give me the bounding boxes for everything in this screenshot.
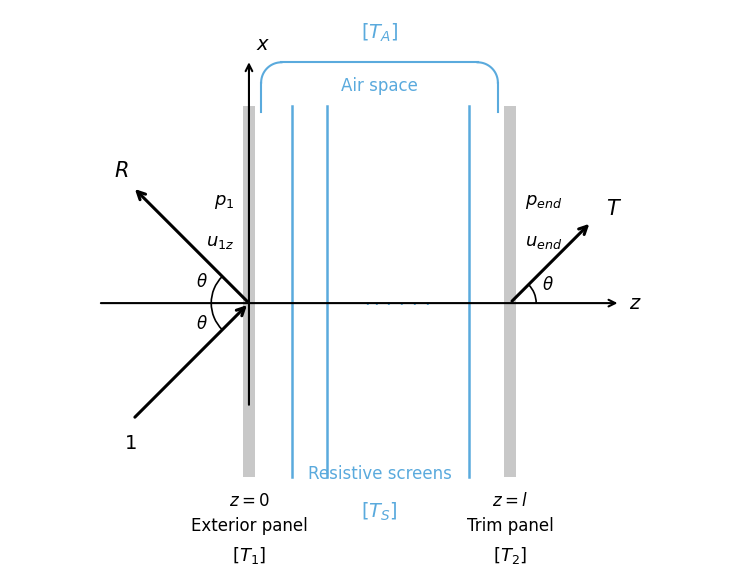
Text: Trim panel: Trim panel xyxy=(466,518,553,536)
Text: $\theta$: $\theta$ xyxy=(196,273,208,291)
Text: $u_{1z}$: $u_{1z}$ xyxy=(206,233,234,251)
Text: $z{=}l$: $z{=}l$ xyxy=(492,491,528,510)
Text: $[T_A]$: $[T_A]$ xyxy=(361,22,398,44)
Text: Air space: Air space xyxy=(341,76,418,94)
Text: $1$: $1$ xyxy=(123,434,137,452)
Text: $u_{end}$: $u_{end}$ xyxy=(525,233,562,251)
Text: $[T_2]$: $[T_2]$ xyxy=(493,545,527,566)
Text: $z{=}0$: $z{=}0$ xyxy=(228,491,269,510)
Text: $p_{end}$: $p_{end}$ xyxy=(525,192,562,210)
Text: $\cdot\cdot\cdot\cdot\cdot\cdot$: $\cdot\cdot\cdot\cdot\cdot\cdot$ xyxy=(364,294,430,312)
Text: $R$: $R$ xyxy=(114,161,128,181)
Text: $T$: $T$ xyxy=(606,199,622,219)
Text: $z$: $z$ xyxy=(629,294,642,312)
Text: $\theta$: $\theta$ xyxy=(196,315,208,333)
Text: $[T_1]$: $[T_1]$ xyxy=(232,545,266,566)
Text: $[T_S]$: $[T_S]$ xyxy=(361,501,398,523)
Bar xyxy=(242,106,255,477)
Text: Exterior panel: Exterior panel xyxy=(191,518,307,536)
Text: $x$: $x$ xyxy=(256,34,271,54)
Text: $p_1$: $p_1$ xyxy=(213,192,234,210)
Text: Resistive screens: Resistive screens xyxy=(307,465,451,483)
Text: $\theta$: $\theta$ xyxy=(542,276,553,294)
Bar xyxy=(504,106,516,477)
